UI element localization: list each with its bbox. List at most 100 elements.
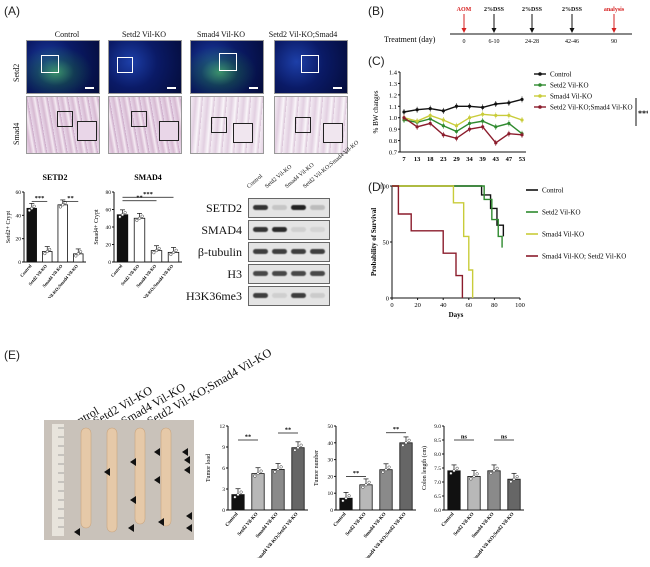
category-label: Setd2 Vil-KO (345, 512, 367, 537)
micrograph-smad4-control (26, 96, 100, 154)
data-point (520, 133, 524, 137)
wb-protein-label: SETD2 (206, 201, 242, 215)
category-label: Setd2 Vil-KO (453, 512, 475, 537)
wb-band (291, 227, 306, 232)
wb-protein-label: β-tubulin (197, 245, 242, 259)
y-tick-label: 1.2 (389, 92, 397, 99)
wb-lane-label: Control (246, 173, 265, 190)
legend-label: Smad4 Vil-KO (550, 93, 592, 101)
x-tick-label: 100 (515, 302, 525, 309)
legend-marker (538, 72, 542, 76)
panel-a-label: (A) (4, 4, 20, 18)
tumor-arrowhead (128, 524, 134, 532)
micrograph-setd2-dko (274, 40, 348, 94)
x-tick-label: 34 (466, 156, 473, 163)
event-name: AOM (457, 7, 472, 13)
data-point (475, 472, 479, 476)
bar (26, 207, 37, 263)
legend-label: Control (550, 71, 571, 79)
micrograph-setd2-smad4ko (190, 40, 264, 94)
x-tick-label: 53 (519, 156, 526, 163)
legend-marker (538, 94, 542, 98)
x-tick-label: 40 (440, 302, 447, 309)
row-label-setd2: Setd2 (12, 63, 21, 82)
y-tick-label: 40 (16, 213, 22, 219)
wb-strip (248, 220, 330, 240)
bar (291, 447, 305, 511)
data-point (256, 472, 260, 476)
y-axis-label: % BW changes (372, 90, 380, 133)
y-tick-label: 7.5 (434, 466, 441, 472)
data-point (492, 469, 496, 473)
y-tick-label: 1.4 (389, 70, 398, 77)
y-tick-label: 6 (222, 466, 225, 472)
data-point (402, 110, 406, 114)
tumor-arrowhead (154, 448, 160, 456)
chart-title: SMAD4 (134, 173, 162, 182)
micrograph-setd2-control (26, 40, 100, 94)
data-point (32, 204, 36, 208)
series-line (403, 113, 523, 127)
x-axis-label: Days (449, 311, 464, 319)
y-tick-label: 100 (379, 184, 389, 191)
data-point (520, 118, 524, 122)
data-point (428, 117, 432, 121)
x-tick-label: 7 (402, 156, 406, 163)
data-point (467, 127, 472, 131)
data-point (467, 121, 472, 126)
data-point (74, 254, 78, 258)
sig-label: ** (136, 194, 143, 201)
series-line (403, 117, 523, 144)
wb-strip (248, 198, 330, 218)
data-point (495, 466, 499, 470)
y-tick-label: 8.0 (434, 452, 441, 458)
wb-band (291, 205, 306, 210)
data-point (415, 119, 419, 123)
inset-box (323, 123, 343, 143)
event-arrowhead (491, 28, 497, 33)
sig-label: *** (143, 191, 153, 198)
data-point (402, 116, 406, 120)
y-axis-label: Colon length (cm) (421, 446, 428, 490)
y-tick-label: 0 (108, 260, 111, 266)
legend-label: Smad4 Vil-KO; Setd2 Vil-KO (542, 253, 626, 261)
legend-label: Setd2 Vil-KO;Smad4 Vil-KO (550, 104, 633, 112)
wb-band (272, 293, 287, 298)
x-tick-label: 0 (390, 302, 393, 309)
category-label: Control (19, 263, 33, 278)
x-tick-label: 47 (506, 156, 513, 163)
data-point (364, 483, 368, 487)
bar (399, 442, 413, 511)
wb-band (291, 271, 306, 276)
sig-label: ** (285, 427, 292, 434)
col-head-smad4ko: Smad4 Vil-KO (196, 30, 246, 39)
category-label: Control (225, 512, 240, 528)
data-point (381, 470, 385, 474)
event-arrowhead (611, 28, 617, 33)
data-point (441, 109, 445, 113)
tumor-arrowhead (154, 476, 160, 484)
y-tick-label: 6.5 (434, 494, 441, 500)
survival-curve (392, 185, 503, 248)
tumor-arrowhead (130, 458, 136, 466)
data-point (273, 470, 277, 474)
data-point (454, 124, 459, 128)
panel-b-label: (B) (368, 4, 384, 18)
y-tick-label: 40 (106, 225, 112, 231)
data-point (43, 252, 47, 256)
data-point (515, 475, 519, 479)
data-point (401, 443, 405, 447)
data-point (520, 97, 524, 102)
y-tick-label: 0.7 (389, 150, 398, 157)
y-tick-label: 9.0 (434, 424, 441, 430)
bar (467, 476, 481, 511)
event-day: 90 (611, 39, 617, 45)
data-point (428, 121, 432, 126)
row-label-smad4: Smad4 (12, 122, 21, 145)
tumor-arrowhead (158, 518, 164, 526)
data-point (415, 108, 419, 112)
inset-box (77, 121, 97, 141)
y-axis-label: Tumor load (206, 454, 212, 482)
x-tick-label: 60 (466, 302, 473, 309)
